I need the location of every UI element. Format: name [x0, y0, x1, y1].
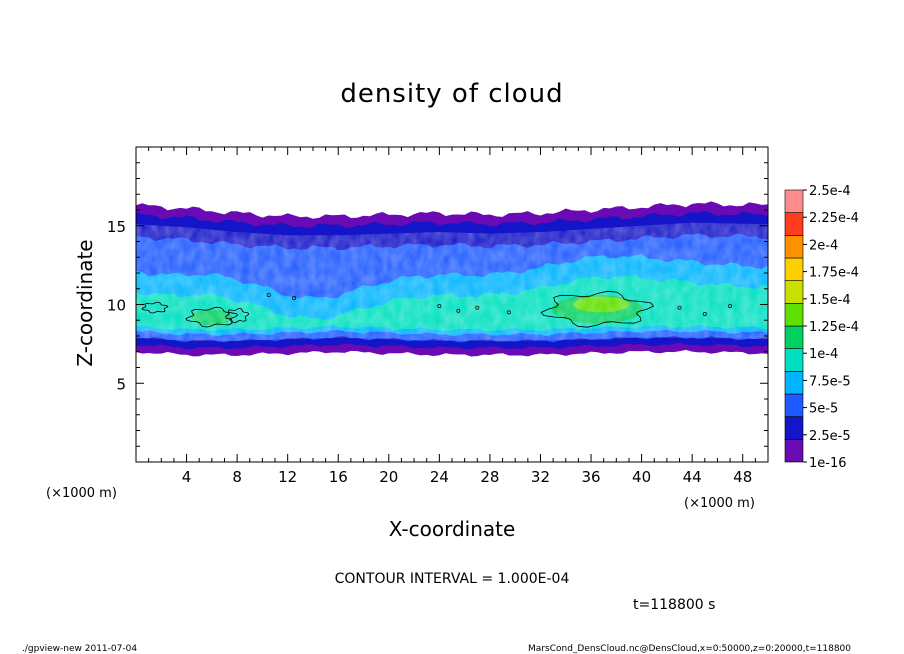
footer-right: MarsCond_DensCloud.nc@DensCloud,x=0:5000… [528, 644, 851, 654]
chart-title: density of cloud [340, 79, 563, 109]
contour-spot-1 [456, 308, 461, 313]
colorbar-label: 7.5e-5 [809, 374, 851, 389]
contour-spot-4 [677, 305, 682, 310]
colorbar-label: 1e-4 [809, 347, 838, 362]
colorbar-swatch [784, 212, 804, 236]
x-tick-label: 36 [581, 468, 600, 486]
colorbar [784, 189, 807, 463]
colorbar-swatch [784, 393, 804, 417]
contour-line-3 [141, 301, 169, 314]
colorbar-label: 1e-16 [809, 456, 847, 471]
contour-spot-0 [437, 304, 442, 309]
x-tick-label: 20 [379, 468, 398, 486]
cloud-speckle [136, 222, 768, 341]
colorbar-label: 2.5e-4 [809, 184, 851, 199]
axis-ticks [136, 147, 768, 462]
colorbar-swatch [784, 348, 804, 372]
x-tick-labels: 4 8 12 16 20 24 28 32 36 40 44 48 [182, 468, 752, 486]
colorbar-label: 2e-4 [809, 238, 838, 253]
contour-lines [141, 290, 733, 328]
x-tick-label: 8 [232, 468, 242, 486]
colorbar-label: 5e-5 [809, 402, 838, 417]
colorbar-swatch [784, 280, 804, 304]
x-axis-label: X-coordinate [389, 517, 516, 541]
y-tick-label: 10 [107, 297, 126, 315]
contour-spot-3 [506, 310, 511, 315]
plot-area [136, 201, 768, 357]
x-tick-label: 40 [632, 468, 651, 486]
contour-spot-7 [292, 296, 296, 301]
colorbar-labels: 1e-16 2.5e-5 5e-5 7.5e-5 1e-4 1.25e-4 1.5e-4 1.… [809, 184, 859, 471]
colorbar-label: 1.25e-4 [809, 320, 859, 335]
colorbar-swatch [784, 371, 804, 395]
colorbar-swatch [784, 189, 804, 213]
x-tick-label: 16 [329, 468, 348, 486]
colorbar-label: 2.25e-4 [809, 211, 859, 226]
y-tick-label: 5 [116, 375, 126, 393]
colorbar-label: 1.75e-4 [809, 266, 859, 281]
y-tick-label: 15 [107, 218, 126, 236]
x-tick-label: 48 [733, 468, 752, 486]
colorbar-swatch [784, 235, 804, 259]
footer-left: ./gpview-new 2011-07-04 [22, 644, 137, 654]
colorbar-swatch [784, 439, 804, 463]
x-tick-label: 32 [531, 468, 550, 486]
contour-line-0 [540, 290, 655, 328]
contour-spot-5 [702, 312, 707, 316]
colorbar-swatch [784, 303, 804, 327]
x-tick-label: 12 [278, 468, 297, 486]
contour-spot-2 [475, 305, 480, 310]
x-tick-label: 4 [182, 468, 192, 486]
time-label: t=118800 s [633, 597, 715, 613]
x-tick-label: 24 [430, 468, 449, 486]
cloud-texture [136, 222, 768, 341]
colorbar-swatch [784, 325, 804, 349]
contour-line-2 [225, 307, 250, 324]
colorbar-label: 1.5e-4 [809, 293, 851, 308]
x-unit-label: (×1000 m) [684, 496, 755, 511]
y-axis-label: Z-coordinate [73, 239, 97, 366]
colorbar-swatch [784, 416, 804, 440]
colorbar-swatch [784, 257, 804, 281]
x-tick-label: 28 [480, 468, 499, 486]
contour-line-1 [185, 306, 239, 328]
y-tick-labels: 5 10 15 [107, 218, 126, 394]
contour-interval-label: CONTOUR INTERVAL = 1.000E-04 [335, 571, 570, 587]
colorbar-label: 2.5e-5 [809, 429, 851, 444]
x-tick-label: 44 [683, 468, 702, 486]
y-unit-label: (×1000 m) [46, 486, 117, 501]
contour-spot-6 [728, 304, 733, 309]
contour-spot-8 [266, 293, 271, 297]
